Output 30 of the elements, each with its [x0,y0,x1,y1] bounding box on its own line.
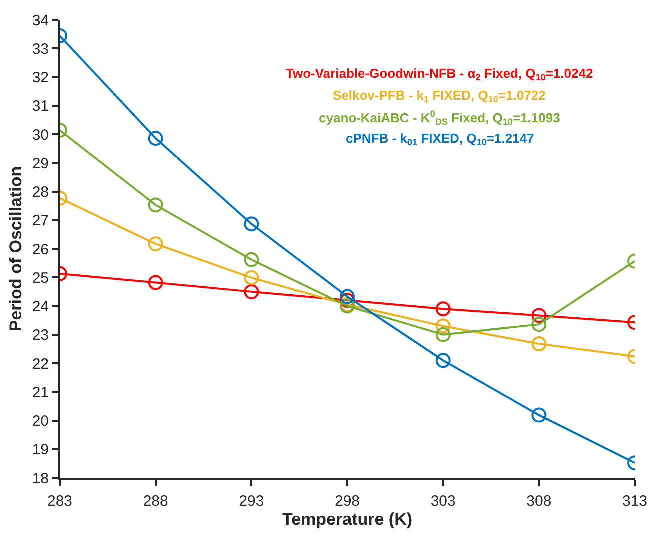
y-tick-label: 28 [32,184,49,201]
y-tick-label: 34 [32,12,49,30]
x-tick-label: 298 [334,493,360,510]
y-tick-label: 20 [32,413,49,430]
y-tick-label: 24 [32,298,49,316]
y-tick-label: 25 [32,270,49,287]
y-axis-title: Period of Oscillation [6,166,26,332]
y-tick-label: 30 [32,126,49,144]
y-tick-label: 33 [32,40,49,58]
y-tick-label: 27 [32,212,49,230]
x-tick-label: 303 [430,493,456,510]
text: Two-Variable-Goodwin-NFB - α$_{2}$ Fixed, Q$_{10}$=1.0242 [286,66,594,83]
y-tick-label: 29 [32,155,49,172]
x-tick-label: 293 [239,493,264,510]
y-tick-label: 23 [32,327,49,344]
text: Selkov-PFB - k$_{1}$ FIXED, Q$_{10}$=1.0722 [333,88,546,105]
y-tick-label: 18 [32,470,49,488]
x-tick-label: 313 [622,493,648,510]
x-axis-title: Temperature (K) [282,510,413,529]
x-tick-label: 308 [526,493,552,510]
text: cyano-KaiABC - K$^{0}$$_{DS}$ Fixed, Q$_{10}$=1.1093 [319,109,560,128]
y-tick-label: 21 [32,384,49,402]
y-tick-label: 19 [32,442,49,459]
y-tick-label: 22 [32,356,49,373]
text: cPNFB - k$_{01}$ FIXED, Q$_{10}$=1.2147 [346,131,534,148]
y-tick-label: 32 [32,70,49,86]
y-tick-label: 31 [32,98,49,116]
x-tick-label: 283 [47,493,73,510]
y-tick-label: 26 [32,241,49,258]
x-tick-label: 288 [143,493,168,510]
